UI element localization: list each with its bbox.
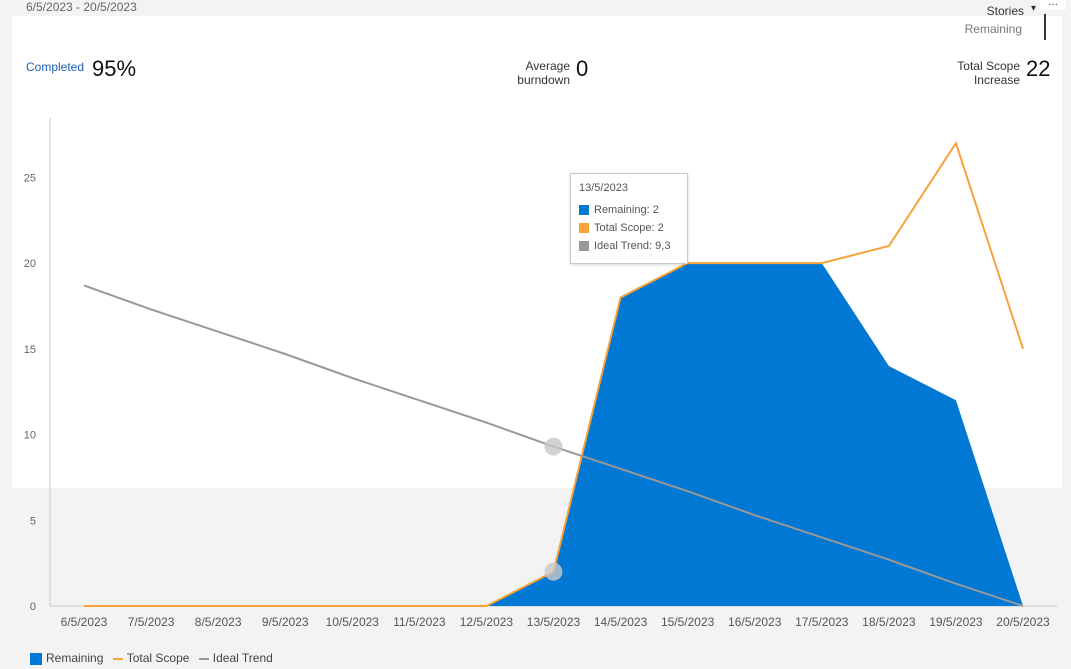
x-tick-label: 10/5/2023 bbox=[326, 615, 380, 629]
hover-marker-ideal bbox=[544, 437, 563, 456]
legend-swatch-total-scope bbox=[112, 657, 123, 660]
x-tick-label: 16/5/2023 bbox=[728, 615, 782, 629]
chevron-down-icon: ▾ bbox=[1030, 3, 1036, 14]
x-tick-label: 8/5/2023 bbox=[195, 615, 242, 629]
average-burndown-value: 0 bbox=[576, 56, 589, 81]
x-tick-label: 13/5/2023 bbox=[527, 615, 581, 629]
x-tick-label: 7/5/2023 bbox=[128, 615, 175, 629]
x-tick-label: 20/5/2023 bbox=[996, 615, 1050, 629]
y-tick-label: 25 bbox=[24, 172, 36, 184]
date-range: 6/5/2023 - 20/5/2023 bbox=[26, 0, 137, 14]
dropdown-divider bbox=[1044, 14, 1046, 40]
tooltip-swatch-total-scope bbox=[579, 223, 589, 234]
x-tick-label: 15/5/2023 bbox=[661, 615, 715, 629]
dropdown-option[interactable]: Remaining bbox=[964, 22, 1022, 36]
x-tick-label: 11/5/2023 bbox=[393, 615, 446, 629]
tooltip-total-scope-text: Total Scope: 2 bbox=[594, 222, 664, 234]
tooltip-swatch-remaining bbox=[579, 205, 589, 216]
x-tick-label: 12/5/2023 bbox=[460, 615, 514, 629]
x-tick-label: 18/5/2023 bbox=[862, 615, 916, 629]
remaining-area bbox=[486, 263, 1023, 606]
completed-value: 95% bbox=[92, 56, 137, 81]
metric-dropdown[interactable]: Stories ▾ Remaining bbox=[960, 3, 1046, 40]
completed-label: Completed bbox=[26, 60, 85, 74]
tooltip-ideal-trend-text: Ideal Trend: 9,3 bbox=[594, 240, 671, 252]
legend-item-ideal-trend[interactable]: Ideal Trend bbox=[198, 650, 273, 665]
y-tick-label: 20 bbox=[24, 258, 36, 270]
legend-item-remaining[interactable]: Remaining bbox=[30, 651, 103, 665]
total-scope-increase-label: Total Scope Increase bbox=[957, 59, 1020, 87]
legend-label-remaining: Remaining bbox=[46, 650, 104, 665]
hover-marker-scope bbox=[544, 562, 563, 581]
tooltip-row-remaining: Remaining: 2 bbox=[579, 204, 659, 216]
y-tick-label: 0 bbox=[30, 601, 36, 613]
legend-swatch-remaining bbox=[30, 652, 42, 665]
y-tick-label: 15 bbox=[24, 344, 36, 356]
tooltip-row-total-scope: Total Scope: 2 bbox=[579, 222, 664, 234]
x-tick-label: 19/5/2023 bbox=[929, 615, 983, 629]
average-burndown-label: Average burndown bbox=[517, 59, 570, 87]
legend-item-total-scope[interactable]: Total Scope bbox=[112, 650, 190, 665]
dropdown-selected-value: Stories bbox=[986, 4, 1024, 18]
tooltip-remaining-text: Remaining: 2 bbox=[594, 204, 659, 216]
x-tick-label: 9/5/2023 bbox=[262, 615, 309, 629]
legend-swatch-ideal-trend bbox=[198, 657, 209, 660]
legend-label-ideal-trend: Ideal Trend bbox=[212, 650, 273, 665]
tooltip-row-ideal-trend: Ideal Trend: 9,3 bbox=[579, 240, 670, 252]
x-tick-label: 14/5/2023 bbox=[594, 615, 648, 629]
tooltip-swatch-ideal-trend bbox=[579, 241, 589, 252]
x-tick-label: 17/5/2023 bbox=[795, 615, 849, 629]
legend-label-total-scope: Total Scope bbox=[126, 650, 190, 665]
chart-legend: Remaining Total Scope Ideal Trend bbox=[30, 650, 279, 665]
y-tick-label: 5 bbox=[30, 515, 36, 527]
y-tick-label: 10 bbox=[24, 430, 36, 442]
more-options-icon[interactable]: ... bbox=[1040, 0, 1066, 10]
total-scope-increase-value: 22 bbox=[1026, 56, 1051, 81]
x-tick-label: 6/5/2023 bbox=[61, 615, 108, 629]
tooltip-date: 13/5/2023 bbox=[579, 182, 628, 194]
chart-tooltip: 13/5/2023 Remaining: 2 Total Scope: 2 Id… bbox=[570, 173, 688, 264]
